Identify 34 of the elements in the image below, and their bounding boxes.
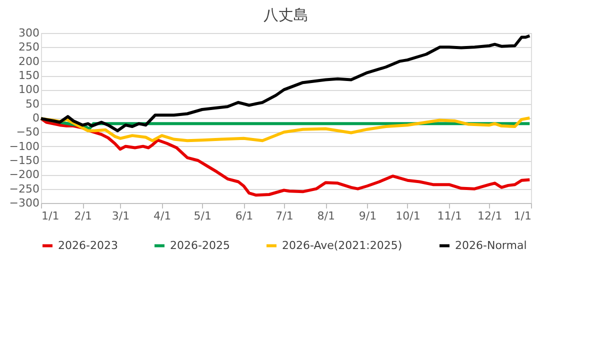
y-tick-label: −200 — [9, 168, 40, 182]
y-tick-label: −100 — [9, 140, 40, 153]
line-series — [40, 116, 532, 142]
x-tick-label: 11/1 — [437, 210, 462, 222]
x-tick-label: 6/1 — [235, 210, 254, 222]
y-tick-label: 300 — [18, 26, 40, 40]
y-tick-label: 200 — [18, 54, 40, 68]
legend-label: 2026-2025 — [170, 238, 230, 252]
y-tick-label: 250 — [18, 40, 40, 54]
x-tick-label: 7/1 — [276, 210, 294, 222]
x-tick-label: 9/1 — [358, 210, 377, 222]
y-tick-label: 50 — [26, 97, 40, 110]
legend-label: 2026-Ave(2021:2025) — [282, 238, 402, 252]
y-tick-label: 0 — [32, 112, 40, 124]
line-series — [40, 117, 532, 197]
x-tick-label: 2/1 — [74, 210, 92, 222]
y-tick-label: 150 — [18, 69, 40, 82]
x-tick-label: 3/1 — [112, 210, 130, 222]
y-tick-label: 100 — [18, 83, 40, 96]
x-tick-label: 1/1 — [514, 210, 532, 222]
x-tick-label: 4/1 — [153, 210, 172, 222]
x-tick-label: 8/1 — [317, 210, 335, 222]
x-tick-label: 1/1 — [42, 210, 60, 222]
chart-title: 八丈島 — [264, 6, 308, 24]
x-tick-label: 12/1 — [478, 210, 502, 222]
y-tick-label: −300 — [9, 196, 40, 210]
line-series — [40, 34, 532, 132]
y-tick-label: −150 — [9, 154, 40, 167]
y-tick-label: −250 — [9, 182, 40, 196]
x-tick-label: 5/1 — [194, 210, 212, 222]
x-tick-label: 10/1 — [396, 210, 420, 222]
y-tick-label: −50 — [16, 126, 40, 139]
legend-label: 2026-Normal — [455, 238, 527, 252]
legend-label: 2026-2023 — [58, 238, 118, 252]
